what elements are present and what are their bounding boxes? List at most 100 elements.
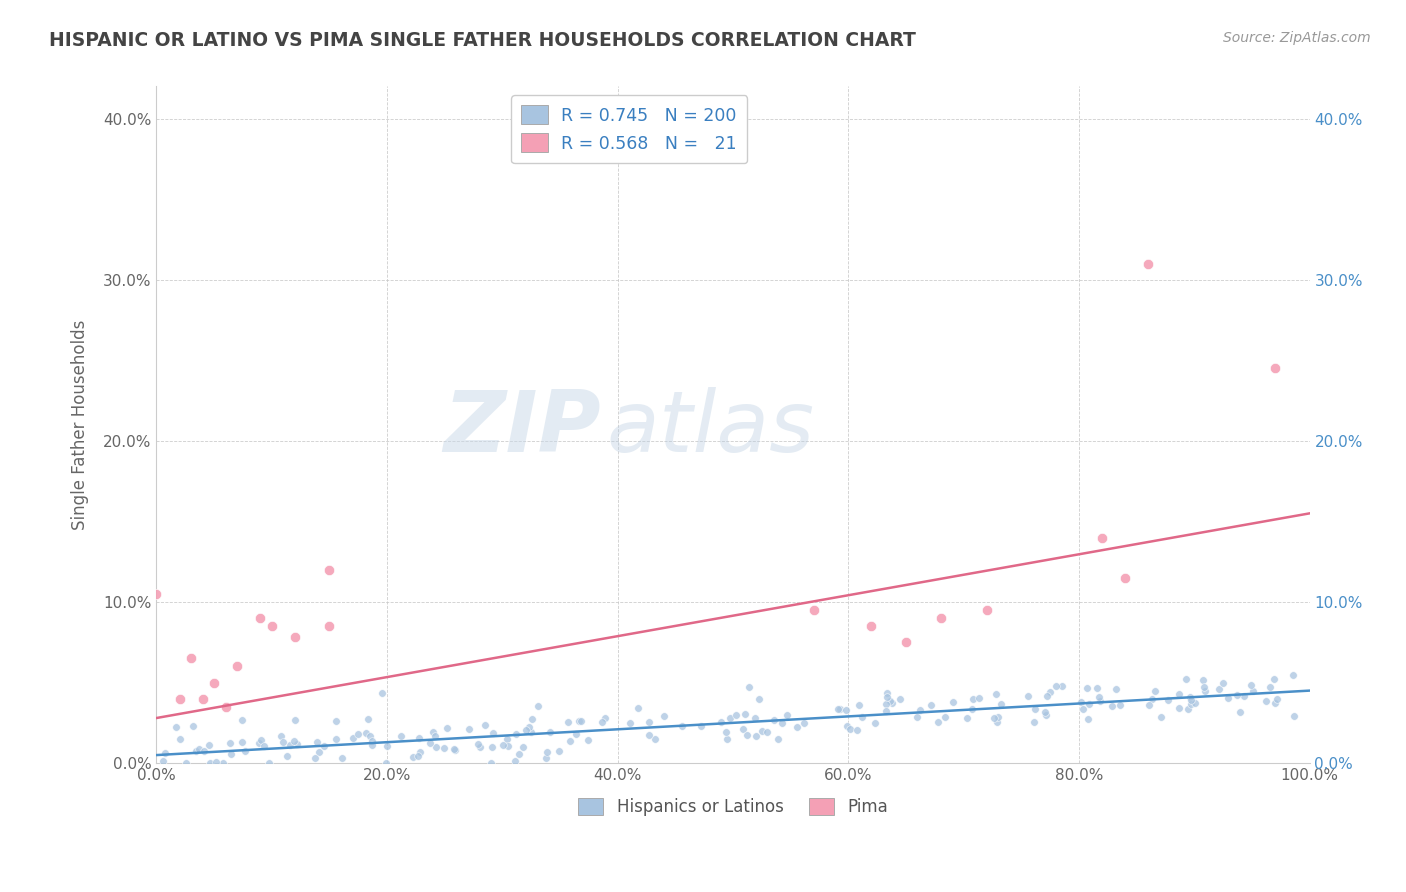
Point [880,696,903,710]
Point [1101,698,1123,713]
Point [875,697,897,711]
Point [768,731,790,746]
Point [876,686,898,700]
Point [342,731,364,745]
Point [1114,571,1136,585]
Point [1045,679,1067,693]
Point [1229,706,1251,720]
Point [520,724,543,739]
Point [731,722,754,736]
Point [1050,679,1073,693]
Point [481,739,503,754]
Point [444,743,467,757]
Point [318,563,340,577]
Point [1256,693,1278,707]
Point [835,719,858,733]
Point [406,749,429,764]
Point [233,744,256,758]
Point [419,735,441,749]
Point [443,742,465,756]
Point [1284,708,1306,723]
Point [548,744,571,758]
Point [751,723,773,738]
Point [357,712,380,726]
Point [1157,693,1180,707]
Point [644,731,666,746]
Point [851,709,873,723]
Point [960,701,983,715]
Point [193,744,215,758]
Point [1264,696,1286,710]
Point [169,731,191,746]
Point [312,739,335,753]
Text: ZIP: ZIP [443,386,600,469]
Point [756,724,779,739]
Point [534,751,557,765]
Point [983,710,1005,724]
Point [249,611,271,625]
Point [1194,684,1216,698]
Point [1085,681,1108,696]
Point [1180,697,1202,711]
Point [307,734,329,748]
Text: Source: ZipAtlas.com: Source: ZipAtlas.com [1223,31,1371,45]
Point [1241,683,1264,698]
Point [875,704,897,718]
Point [433,741,456,756]
Point [770,716,793,731]
Point [1150,710,1173,724]
Point [360,734,382,748]
Point [565,727,588,741]
Point [652,708,675,723]
Point [1137,698,1160,712]
Point [748,691,770,706]
Point [145,587,167,601]
Point [1077,697,1099,711]
Point [221,747,243,761]
Point [226,659,249,673]
Point [591,714,613,729]
Point [1258,680,1281,694]
Point [332,751,354,765]
Point [990,697,1012,711]
Point [776,708,799,723]
Point [835,703,858,717]
Point [927,714,949,729]
Point [638,715,661,730]
Point [1070,695,1092,709]
Point [1239,678,1261,692]
Point [1039,684,1062,698]
Point [374,756,396,770]
Point [503,754,526,768]
Point [249,733,271,747]
Text: HISPANIC OR LATINO VS PIMA SINGLE FATHER HOUSEHOLDS CORRELATION CHART: HISPANIC OR LATINO VS PIMA SINGLE FATHER… [49,31,917,50]
Point [1174,672,1197,686]
Point [690,719,713,733]
Point [910,703,932,717]
Point [557,715,579,730]
Point [1282,668,1305,682]
Point [512,740,534,755]
Point [152,754,174,768]
Point [197,738,219,752]
Point [1218,691,1240,706]
Point [360,738,382,752]
Point [474,718,496,732]
Point [879,694,901,708]
Point [828,702,851,716]
Point [1036,690,1059,704]
Point [174,756,197,771]
Point [212,756,235,771]
Point [284,631,307,645]
Point [1024,701,1046,715]
Point [389,729,412,743]
Point [470,739,492,754]
Point [793,716,815,731]
Point [627,700,650,714]
Point [425,740,447,755]
Point [1035,707,1057,722]
Point [1233,690,1256,704]
Point [198,756,221,771]
Point [1264,361,1286,376]
Point [984,687,1007,701]
